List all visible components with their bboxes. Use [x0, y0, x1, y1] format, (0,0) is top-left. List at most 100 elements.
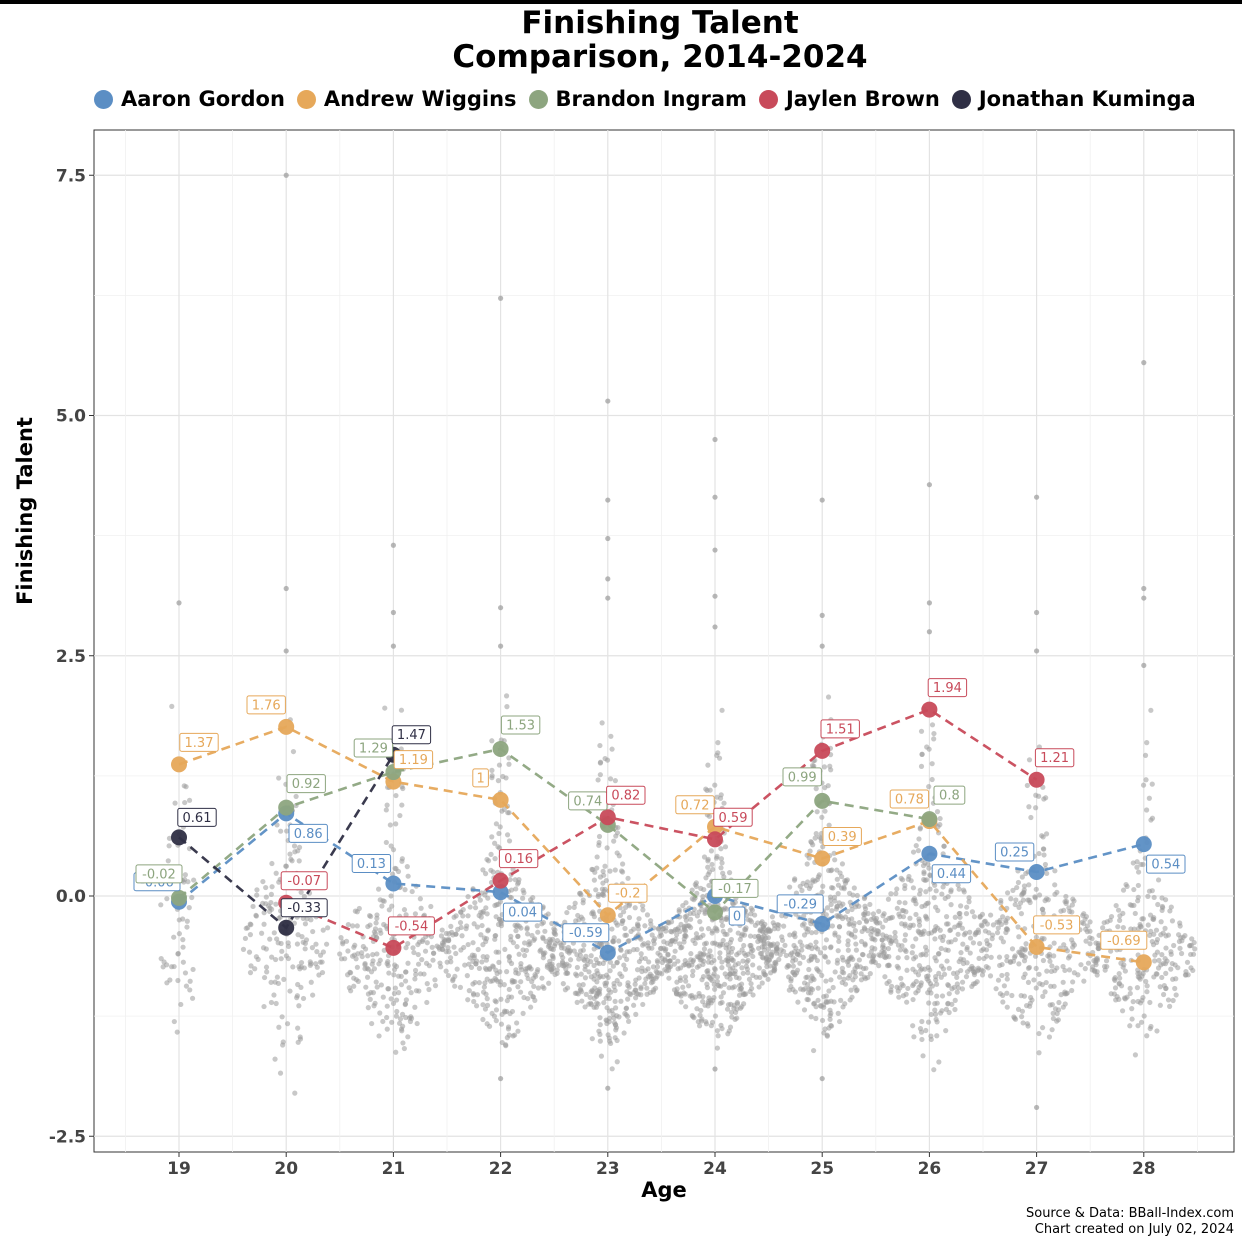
background-point	[396, 990, 402, 996]
background-point	[1089, 936, 1095, 942]
background-point	[1023, 1003, 1030, 1009]
background-point	[925, 1019, 932, 1025]
background-point	[450, 976, 456, 982]
background-point	[485, 858, 492, 864]
background-point	[493, 977, 499, 983]
data-label: -0.53	[1033, 915, 1081, 935]
background-point	[596, 833, 603, 840]
background-point	[876, 908, 882, 914]
background-point	[643, 976, 649, 982]
background-point	[934, 1033, 940, 1039]
background-point	[560, 962, 566, 969]
background-point	[580, 897, 586, 903]
background-point	[310, 928, 316, 935]
background-point	[850, 977, 856, 983]
background-point	[515, 933, 521, 939]
background-point	[182, 799, 188, 806]
background-point	[505, 1026, 512, 1032]
background-point	[491, 1013, 498, 1019]
background-point	[928, 930, 935, 936]
background-point	[1010, 887, 1016, 893]
background-point	[830, 885, 836, 891]
y-axis-title: Finishing Talent	[13, 417, 37, 605]
background-point	[650, 938, 657, 944]
background-point	[601, 1000, 607, 1006]
background-point	[1135, 898, 1141, 904]
background-point	[1033, 965, 1039, 971]
background-point	[624, 949, 630, 955]
background-point	[281, 976, 287, 982]
background-point	[900, 908, 907, 914]
data-label-box	[177, 807, 217, 827]
background-point	[804, 974, 810, 980]
background-point	[392, 985, 399, 991]
background-point	[720, 928, 726, 934]
background-point	[1016, 904, 1022, 910]
data-label-text: 1.51	[826, 722, 855, 737]
background-point	[967, 929, 973, 935]
background-point	[916, 929, 922, 936]
background-point	[647, 989, 653, 996]
background-point	[377, 957, 383, 963]
background-point	[669, 937, 676, 943]
background-point	[934, 809, 941, 815]
data-label: 0.8	[933, 785, 966, 805]
background-point	[1036, 971, 1042, 977]
background-point	[508, 895, 514, 901]
background-point	[261, 974, 268, 981]
background-point	[730, 965, 736, 971]
background-point	[1135, 1023, 1141, 1029]
background-point	[370, 958, 376, 964]
background-point	[1087, 928, 1093, 934]
background-point	[946, 991, 952, 997]
background-point	[919, 751, 925, 758]
background-point	[263, 964, 270, 970]
background-point	[747, 933, 754, 939]
background-point	[983, 947, 990, 953]
background-point	[871, 952, 877, 959]
background-point	[719, 922, 726, 929]
background-point	[459, 933, 465, 939]
background-point	[811, 976, 817, 983]
background-point	[687, 924, 694, 931]
background-point	[560, 981, 566, 987]
y-tick-label: 7.5	[56, 166, 86, 186]
background-point	[1159, 952, 1165, 958]
background-outlier	[1034, 494, 1040, 500]
background-point	[618, 998, 624, 1004]
legend-item: Jonathan Kuminga	[951, 87, 1196, 111]
background-point	[1161, 991, 1167, 998]
background-point	[1178, 950, 1185, 957]
data-label-text: 0.13	[357, 857, 386, 872]
background-point	[826, 988, 832, 994]
background-point	[410, 945, 416, 951]
background-point	[904, 955, 910, 961]
background-point	[874, 920, 880, 926]
background-point	[738, 985, 744, 992]
background-point	[815, 985, 821, 991]
background-point	[554, 970, 560, 977]
background-point	[718, 846, 724, 852]
background-point	[1182, 932, 1188, 939]
background-point	[815, 997, 821, 1003]
background-point	[580, 916, 586, 922]
background-point	[690, 968, 696, 974]
data-label: 1.51	[820, 719, 860, 739]
background-point	[530, 895, 536, 901]
background-point	[1148, 817, 1154, 823]
background-point	[189, 894, 195, 901]
background-point	[797, 939, 803, 945]
background-point	[530, 994, 537, 1000]
background-point	[414, 1020, 420, 1027]
background-point	[772, 966, 778, 973]
background-point	[1162, 961, 1169, 967]
background-point	[1000, 999, 1006, 1005]
data-label: 1.19	[393, 750, 434, 770]
series-point	[921, 845, 938, 862]
background-point	[278, 956, 284, 962]
background-point	[896, 994, 902, 1000]
background-point	[847, 921, 853, 927]
background-point	[719, 860, 725, 866]
background-point	[870, 958, 876, 964]
background-point	[799, 887, 805, 894]
